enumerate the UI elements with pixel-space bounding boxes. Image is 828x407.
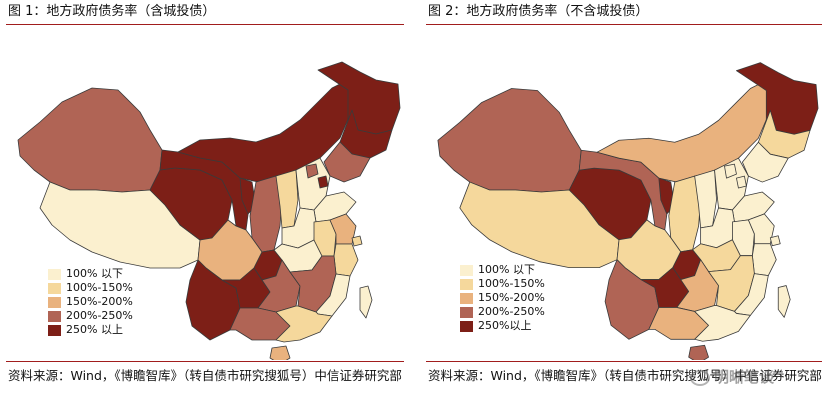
- province-shanghai: [769, 235, 781, 247]
- legend-swatch: [48, 324, 61, 336]
- province-zhejiang: [751, 243, 777, 277]
- wechat-icon: [690, 369, 710, 386]
- legend-item: 100% 以下: [460, 263, 580, 277]
- legend-label: 100%-150%: [478, 277, 545, 290]
- china-province-map: [437, 62, 819, 360]
- figure-left: 图 1：地方政府债务率（含城投债） 100% 以下 100%-150% 150%…: [0, 0, 410, 407]
- legend-item: 150%-200%: [460, 291, 580, 305]
- legend-swatch: [460, 306, 473, 318]
- province-shanghai: [351, 235, 363, 247]
- legend-swatch: [48, 282, 61, 294]
- province-heilongjiang: [736, 62, 819, 135]
- legend-label: 150%-200%: [66, 295, 133, 308]
- figure-title: 图 2：地方政府债务率（不含城投债）: [428, 4, 649, 19]
- province-taiwan: [777, 285, 791, 318]
- legend-swatch: [48, 268, 61, 280]
- legend-label: 200%-250%: [66, 309, 133, 322]
- china-province-map: [17, 61, 401, 360]
- province-hainan: [269, 345, 291, 360]
- legend-swatch: [48, 310, 61, 322]
- source-note: 资料来源：Wind，《博瞻智库》（转自债市研究搜狐号）中信证券研究部: [8, 368, 402, 383]
- province-beijing: [305, 163, 319, 179]
- legend-label: 200%-250%: [478, 305, 545, 318]
- legend-label: 100% 以下: [66, 267, 123, 280]
- legend-swatch: [460, 264, 473, 276]
- map-legend: 100% 以下 100%-150% 150%-200% 200%-250% 25…: [460, 263, 580, 333]
- province-beijing: [724, 163, 737, 179]
- title-rule: [6, 24, 404, 25]
- province-tianjin: [317, 175, 329, 189]
- map-legend: 100% 以下 100%-150% 150%-200% 200%-250% 25…: [48, 267, 168, 337]
- legend-swatch: [460, 292, 473, 304]
- title-rule: [426, 24, 822, 25]
- province-liaoning: [742, 141, 789, 183]
- source-rule: [6, 361, 404, 362]
- legend-item: 200%-250%: [48, 309, 168, 323]
- legend-swatch: [460, 278, 473, 290]
- source-note: 资料来源：Wind，《博瞻智库》（转自债市研究搜狐号）中信证券研究部: [428, 368, 822, 383]
- legend-label: 100% 以下: [478, 263, 535, 276]
- legend-item: 100%-150%: [460, 277, 580, 291]
- legend-label: 250% 以上: [66, 323, 123, 336]
- legend-item: 150%-200%: [48, 295, 168, 309]
- province-heilongjiang: [317, 61, 401, 135]
- watermark-text: 明晰笔谈: [714, 368, 775, 386]
- legend-label: 150%-200%: [478, 291, 545, 304]
- province-tianjin: [736, 175, 747, 189]
- province-liaoning: [323, 141, 371, 183]
- watermark: 明晰笔谈: [690, 366, 774, 387]
- legend-swatch: [48, 296, 61, 308]
- province-guangdong: [694, 305, 751, 342]
- legend-swatch: [460, 320, 473, 332]
- province-xinjiang: [437, 88, 582, 193]
- figure-right: 图 2：地方政府债务率（不含城投债） 100% 以下 100%-150% 150…: [420, 0, 828, 407]
- province-hainan: [688, 344, 709, 360]
- province-hunan: [676, 259, 719, 312]
- figure-title: 图 1：地方政府债务率（含城投债）: [8, 4, 216, 19]
- province-taiwan: [359, 285, 373, 319]
- legend-item: 100%-150%: [48, 281, 168, 295]
- province-zhejiang: [333, 243, 359, 277]
- legend-item: 250% 以上: [48, 323, 168, 337]
- province-hunan: [257, 259, 301, 313]
- legend-label: 100%-150%: [66, 281, 133, 294]
- legend-item: 100% 以下: [48, 267, 168, 281]
- legend-item: 250%以上: [460, 319, 580, 333]
- legend-label: 250%以上: [478, 319, 532, 332]
- source-rule: [426, 361, 822, 362]
- legend-item: 200%-250%: [460, 305, 580, 319]
- province-guangdong: [275, 305, 333, 343]
- province-xinjiang: [17, 87, 163, 193]
